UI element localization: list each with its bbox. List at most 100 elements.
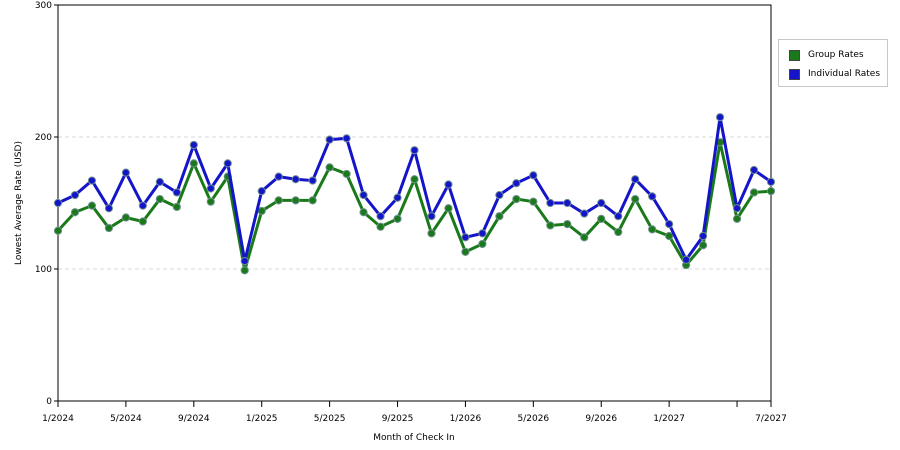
legend-swatch-group-rates xyxy=(789,49,800,61)
data-point-group-rates xyxy=(393,214,402,223)
x-tick-label: 7/2027 xyxy=(755,414,787,424)
y-tick-label: 300 xyxy=(35,1,52,11)
x-tick-label: 5/2026 xyxy=(517,414,549,424)
data-point-individual-rates xyxy=(155,177,164,186)
x-tick-label: 1/2024 xyxy=(42,414,74,424)
data-point-individual-rates xyxy=(766,177,776,186)
x-tick-label: 1/2026 xyxy=(450,414,482,424)
data-point-individual-rates xyxy=(325,135,334,144)
series-line-individual-rates xyxy=(57,115,772,263)
data-point-group-rates xyxy=(546,221,555,230)
x-tick-label: 9/2024 xyxy=(178,414,210,424)
data-point-group-rates xyxy=(478,239,487,249)
data-point-individual-rates xyxy=(223,159,232,168)
x-tick-label: 1/2025 xyxy=(246,414,278,424)
data-point-individual-rates xyxy=(291,175,300,184)
data-point-individual-rates xyxy=(732,204,742,213)
data-point-group-rates xyxy=(240,266,249,275)
data-point-individual-rates xyxy=(715,113,725,122)
data-point-group-rates xyxy=(70,208,80,217)
data-point-individual-rates xyxy=(444,180,453,189)
data-point-individual-rates xyxy=(70,190,80,200)
y-axis-title: Lowest Average Rate (USD) xyxy=(14,141,24,265)
x-tick-label: 1/2027 xyxy=(653,414,685,424)
data-point-group-rates xyxy=(206,197,215,206)
data-point-individual-rates xyxy=(631,175,640,184)
series-line-group-rates xyxy=(56,140,772,272)
y-tick-label: 100 xyxy=(35,265,52,275)
data-point-individual-rates xyxy=(172,188,181,197)
data-point-individual-rates xyxy=(274,172,283,181)
data-point-group-rates xyxy=(614,227,623,237)
data-point-individual-rates xyxy=(546,198,555,208)
series-group xyxy=(53,113,776,275)
data-point-individual-rates xyxy=(121,168,131,177)
data-point-individual-rates xyxy=(240,256,249,266)
data-point-group-rates xyxy=(732,214,742,223)
data-point-individual-rates xyxy=(597,198,606,208)
y-tick-label: 200 xyxy=(35,133,52,143)
data-point-individual-rates xyxy=(614,212,623,221)
data-point-group-rates xyxy=(155,194,164,204)
legend: Group Rates Individual Rates xyxy=(778,39,888,87)
axes: 0 100 200 300 1/2024 5/2024 9/2024 1/2025 5/2025… xyxy=(35,1,787,424)
x-axis-title: Month of Check In xyxy=(373,433,455,443)
data-point-group-rates xyxy=(376,222,385,231)
data-point-group-rates xyxy=(766,187,776,196)
data-point-individual-rates xyxy=(461,233,470,242)
data-point-individual-rates xyxy=(206,184,215,193)
data-point-individual-rates xyxy=(189,140,198,150)
data-point-individual-rates xyxy=(138,201,147,210)
data-point-individual-rates xyxy=(698,231,708,241)
data-point-group-rates xyxy=(665,231,674,241)
data-point-group-rates xyxy=(189,159,198,168)
legend-swatch-individual-rates xyxy=(789,68,800,80)
data-point-group-rates xyxy=(359,208,368,217)
data-point-group-rates xyxy=(410,175,419,184)
y-tick-label: 0 xyxy=(46,397,52,407)
data-point-group-rates xyxy=(87,201,97,210)
data-point-group-rates xyxy=(257,206,266,216)
data-point-group-rates xyxy=(698,241,708,250)
data-point-individual-rates xyxy=(393,193,402,202)
data-point-group-rates xyxy=(495,212,504,221)
data-point-individual-rates xyxy=(104,204,114,213)
data-point-individual-rates xyxy=(580,209,589,218)
data-point-individual-rates xyxy=(53,198,63,208)
data-point-group-rates xyxy=(274,196,283,205)
data-point-group-rates xyxy=(342,169,351,179)
data-point-individual-rates xyxy=(308,176,317,185)
data-point-group-rates xyxy=(427,229,436,238)
data-point-individual-rates xyxy=(376,212,385,221)
legend-label-group-rates: Group Rates xyxy=(808,50,864,60)
data-point-individual-rates xyxy=(87,176,97,185)
data-point-group-rates xyxy=(53,226,63,235)
data-point-group-rates xyxy=(749,188,759,197)
data-point-group-rates xyxy=(580,233,589,242)
data-point-individual-rates xyxy=(478,229,487,238)
data-point-group-rates xyxy=(648,225,657,234)
data-point-individual-rates xyxy=(648,192,657,201)
legend-label-individual-rates: Individual Rates xyxy=(808,69,881,79)
x-tick-label: 9/2026 xyxy=(585,414,617,424)
x-tick-label: 5/2025 xyxy=(314,414,346,424)
legend-item-group-rates: Group Rates xyxy=(789,48,864,62)
data-point-individual-rates xyxy=(512,179,521,188)
data-point-individual-rates xyxy=(359,190,368,200)
data-point-group-rates xyxy=(563,220,572,229)
data-point-group-rates xyxy=(461,247,470,256)
data-point-group-rates xyxy=(512,194,521,204)
data-point-group-rates xyxy=(138,217,147,226)
data-point-group-rates xyxy=(631,194,640,204)
data-point-group-rates xyxy=(529,197,538,206)
data-point-individual-rates xyxy=(257,187,266,196)
data-point-group-rates xyxy=(172,202,181,212)
legend-item-individual-rates: Individual Rates xyxy=(789,67,880,81)
data-point-individual-rates xyxy=(665,220,674,229)
x-tick-label: 9/2025 xyxy=(382,414,414,424)
data-point-group-rates xyxy=(308,196,317,205)
data-point-individual-rates xyxy=(529,171,538,180)
data-point-individual-rates xyxy=(427,212,436,221)
data-point-individual-rates xyxy=(495,190,504,200)
